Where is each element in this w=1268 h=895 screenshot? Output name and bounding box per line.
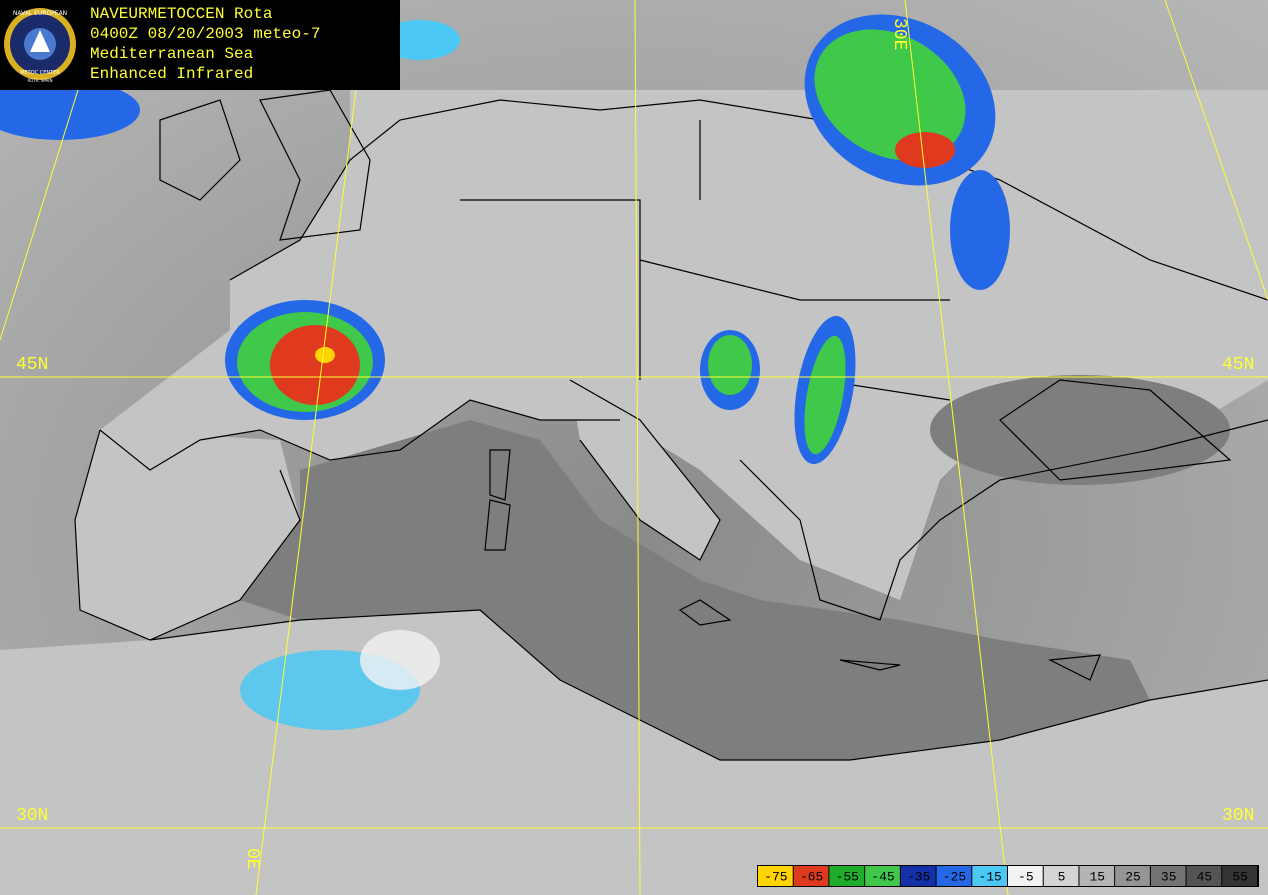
coastlines (74, 89, 1268, 761)
legend-label: 5 (1058, 869, 1066, 884)
lat-label: 45N (1222, 355, 1254, 375)
legend-swatch (1222, 866, 1257, 886)
legend-swatch (936, 866, 972, 886)
legend-label: 55 (1232, 869, 1248, 884)
legend-label: -5 (1018, 869, 1034, 884)
legend-label: -25 (943, 869, 966, 884)
legend-label: -15 (978, 869, 1001, 884)
legend-label: -75 (764, 869, 787, 884)
lon-label: 30E (889, 18, 909, 50)
legend-swatch (1079, 866, 1115, 886)
logo-text: ROTA, SPAIN (28, 78, 53, 83)
legend-swatch (829, 866, 865, 886)
header-line: Mediterranean Sea (90, 45, 254, 63)
legend-swatch (865, 866, 900, 886)
header-line: NAVEURMETOCCEN Rota (90, 5, 273, 23)
clouds (0, 14, 1010, 730)
sea (240, 375, 1230, 760)
legend-swatch (793, 866, 829, 886)
lon-line (255, 89, 357, 895)
legend-swatch (1115, 866, 1150, 886)
legend-swatch (972, 866, 1007, 886)
lon-line (0, 89, 79, 341)
legend-swatch (1008, 866, 1043, 886)
legend-swatch (758, 866, 793, 886)
legend-swatch (900, 866, 936, 886)
header-line: 0400Z 08/20/2003 meteo-7 (90, 25, 320, 43)
legend-swatch (1150, 866, 1186, 886)
lon-line (904, 0, 1009, 895)
legend-label: -35 (907, 869, 930, 884)
legend-label: 25 (1125, 869, 1141, 884)
legend-swatch (1043, 866, 1079, 886)
header-line: Enhanced Infrared (90, 65, 253, 83)
legend: -75 -65 -55 -45 -35 -25 -15 -5 5 15 25 35 45 55 (757, 865, 1259, 887)
legend-swatch (1186, 866, 1222, 886)
lat-label: 30N (16, 806, 48, 826)
logo-text: METOC CENTER (20, 70, 60, 76)
lon-line (1164, 0, 1268, 301)
legend-label: 15 (1089, 869, 1105, 884)
lat-label: 30N (1222, 806, 1254, 826)
logo-text: NAVAL EUROPEAN (13, 10, 67, 17)
legend-label: 35 (1161, 869, 1177, 884)
logo: NAVAL EUROPEAN METOC CENTER ROTA, SPAIN (4, 8, 76, 83)
legend-label: -45 (871, 869, 894, 884)
legend-label: -55 (836, 869, 859, 884)
lon-label: 0E (242, 848, 262, 870)
legend-label: 45 (1197, 869, 1213, 884)
lon-line (634, 0, 641, 895)
legend-label: -65 (800, 869, 823, 884)
lat-label: 45N (16, 355, 48, 375)
